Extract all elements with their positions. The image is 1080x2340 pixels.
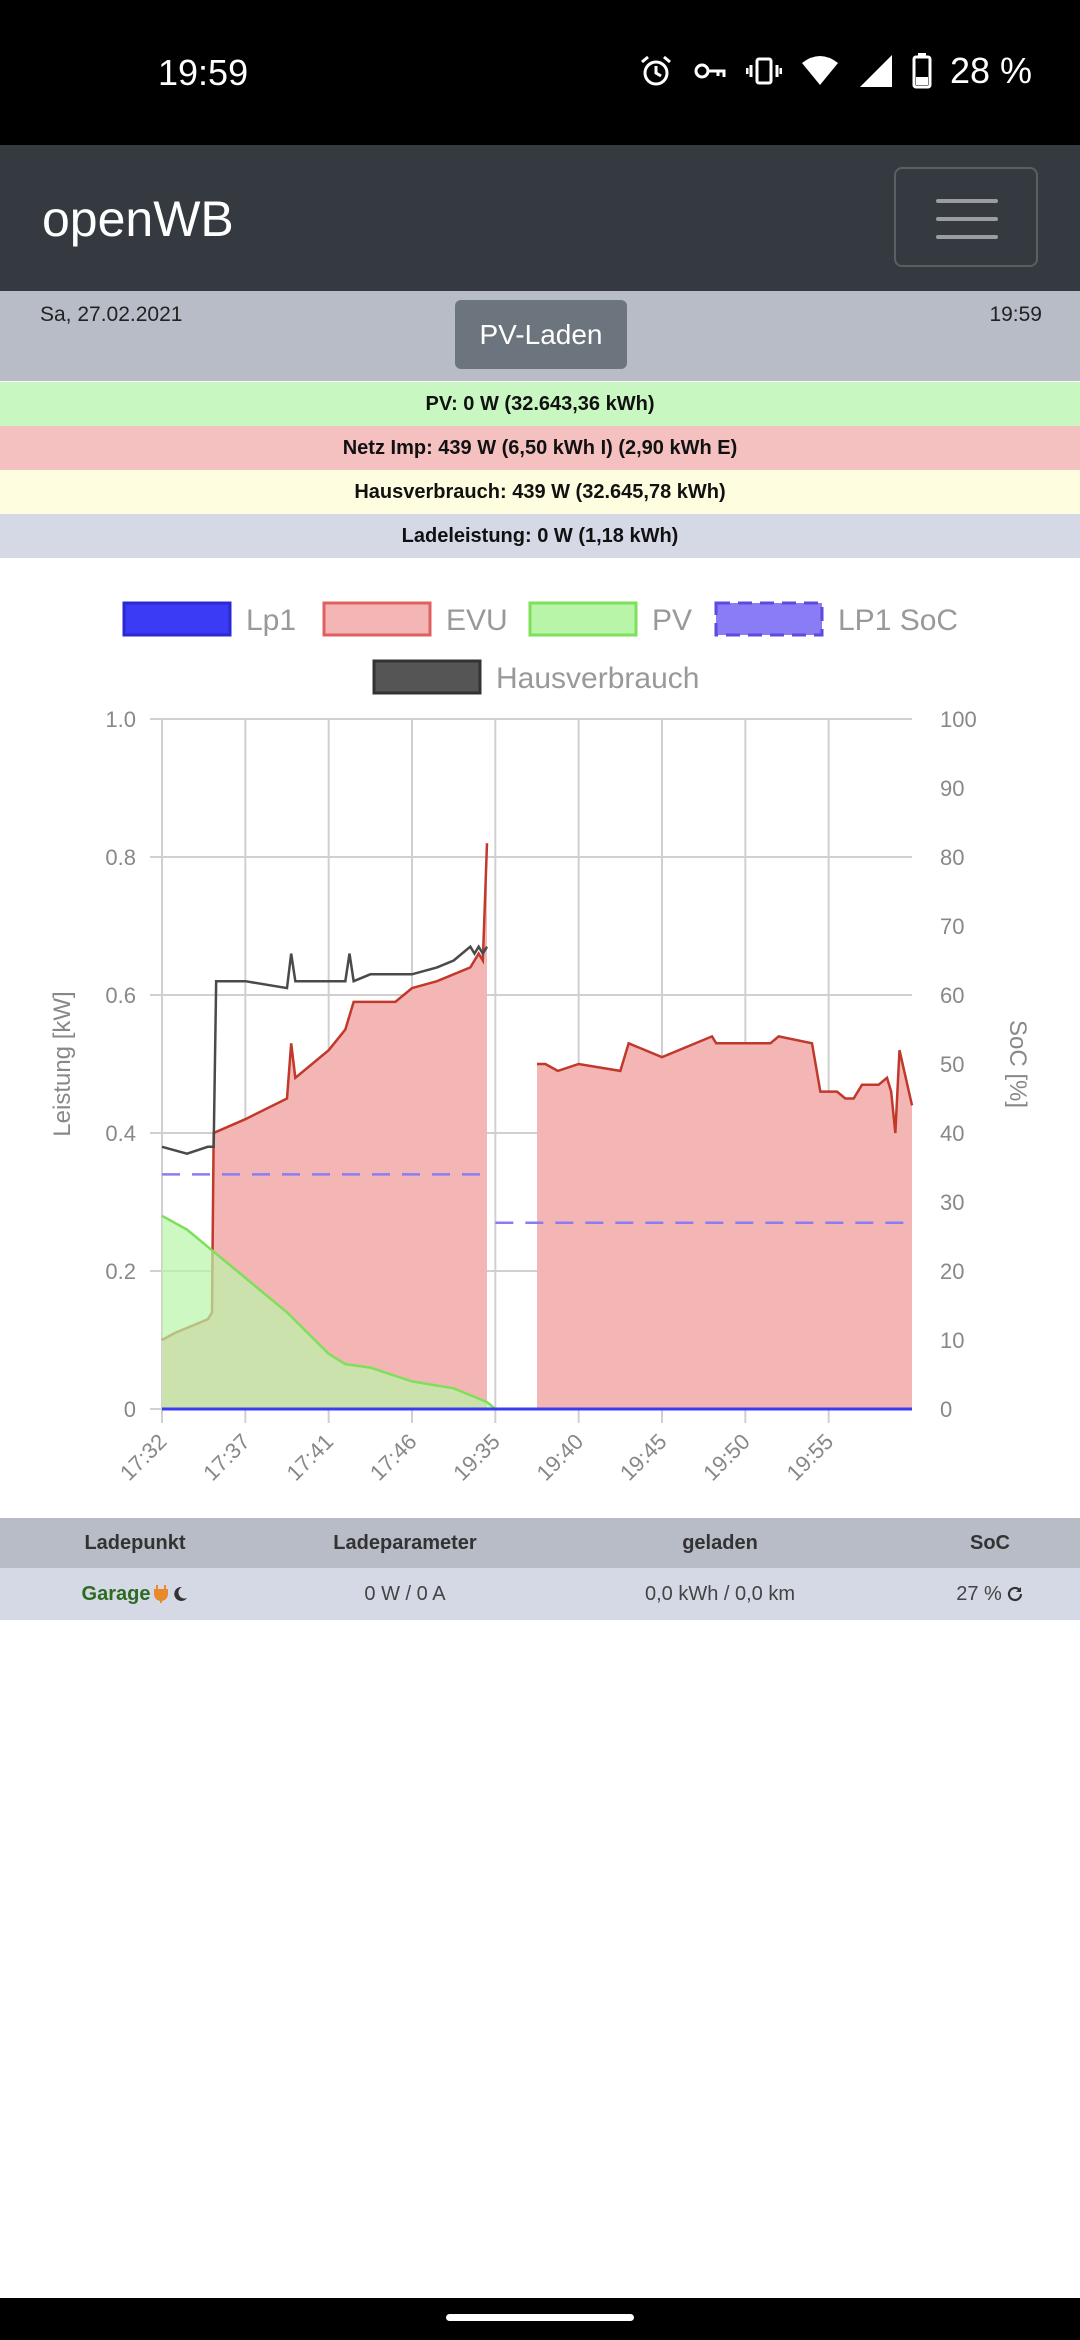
soc-value: 27 % — [956, 1582, 1002, 1605]
x-tick-label: 19:55 — [782, 1429, 839, 1486]
charge-mode-button[interactable]: PV-Laden — [455, 300, 627, 369]
wifi-icon — [801, 56, 838, 85]
evu-area — [537, 1036, 912, 1409]
legend-swatch — [122, 601, 232, 637]
legend-label: PV — [652, 604, 692, 637]
y-tick-right: 0 — [940, 1397, 952, 1422]
chargepoint-name: Garage — [81, 1582, 151, 1605]
power-chart: 0 0.2 0.4 0.6 0.8 1.0 0 10 20 30 40 50 60 70 80 90 100 17… — [0, 558, 1080, 1518]
legend-label: Hausverbrauch — [496, 662, 699, 695]
y-tick-right: 100 — [940, 707, 977, 732]
x-tick-label: 17:46 — [365, 1429, 422, 1486]
charged-cell: 0,0 kWh / 0,0 km — [644, 1582, 796, 1605]
y-tick-right: 30 — [940, 1190, 964, 1215]
hausverbrauch-line — [161, 944, 489, 1156]
info-bar: Sa, 27.02.2021 PV-Laden 19:59 — [0, 291, 1080, 381]
current-date: Sa, 27.02.2021 — [40, 303, 183, 326]
evu-area — [162, 843, 487, 1409]
home-handle[interactable] — [446, 2314, 634, 2321]
legend-swatch — [322, 601, 432, 637]
y-tick-right: 70 — [940, 914, 964, 939]
x-tick-label: 17:41 — [282, 1429, 339, 1486]
status-bar: 19:59 28 % — [0, 0, 1080, 145]
brand-title[interactable]: openWB — [42, 191, 234, 247]
x-tick-label: 19:50 — [698, 1429, 755, 1486]
key-icon — [694, 63, 726, 79]
y-tick-left: 0 — [124, 1397, 136, 1422]
y-tick-right: 60 — [940, 983, 964, 1008]
col-header-ladepunkt: Ladepunkt — [84, 1531, 186, 1554]
pv-area — [162, 1215, 496, 1409]
refresh-icon[interactable] — [1006, 1585, 1024, 1603]
y-tick-left: 0.2 — [105, 1259, 136, 1284]
y-tick-left: 0.6 — [105, 983, 136, 1008]
legend-swatch — [372, 659, 482, 695]
y-tick-right: 80 — [940, 845, 964, 870]
alarm-icon — [640, 55, 671, 86]
summary-charging: Ladeleistung: 0 W (1,18 kWh) — [0, 514, 1080, 558]
col-header-geladen: geladen — [682, 1531, 758, 1554]
y-tick-left: 0.8 — [105, 845, 136, 870]
table-header: Ladepunkt Ladeparameter geladen SoC — [0, 1518, 1080, 1568]
x-tick-label: 19:35 — [448, 1429, 505, 1486]
summary-grid: Netz Imp: 439 W (6,50 kWh I) (2,90 kWh E… — [0, 426, 1080, 470]
moon-icon — [174, 1586, 188, 1601]
y-tick-right: 20 — [940, 1259, 964, 1284]
table-row[interactable]: Garage 0 W / 0 A 0,0 kWh / 0,0 km 27 % — [0, 1568, 1080, 1620]
summary-pv: PV: 0 W (32.643,36 kWh) — [0, 382, 1080, 426]
current-time: 19:59 — [989, 303, 1042, 326]
navigation-bar — [0, 2298, 1080, 2340]
summary-house: Hausverbrauch: 439 W (32.645,78 kWh) — [0, 470, 1080, 514]
signal-icon — [859, 55, 892, 87]
status-time: 19:59 — [158, 52, 249, 93]
y-tick-right: 10 — [940, 1328, 964, 1353]
legend-label: EVU — [446, 604, 508, 637]
y-tick-left: 1.0 — [105, 707, 136, 732]
y-axis-title-right: SoC [%] — [1004, 1020, 1031, 1108]
x-tick-label: 17:32 — [115, 1429, 172, 1486]
y-axis-title-left: Leistung [kW] — [49, 991, 76, 1136]
legend-label: Lp1 — [246, 604, 296, 637]
x-tick-label: 19:45 — [615, 1429, 672, 1486]
evu-line — [537, 1034, 914, 1134]
navbar: openWB — [0, 145, 1080, 291]
plug-icon — [154, 1585, 169, 1603]
chargepoint-cell[interactable]: Garage — [0, 1568, 270, 1620]
pv-line — [161, 1214, 497, 1410]
chart-svg: 0 0.2 0.4 0.6 0.8 1.0 0 10 20 30 40 50 60 70 80 90 100 17… — [49, 601, 1031, 1486]
y-tick-right: 90 — [940, 776, 964, 801]
x-tick-label: 17:37 — [198, 1429, 255, 1486]
vibrate-icon — [745, 57, 782, 85]
soc-cell[interactable]: 27 % — [900, 1568, 1080, 1620]
charge-params-cell: 0 W / 0 A — [364, 1582, 446, 1605]
col-header-ladeparameter: Ladeparameter — [333, 1531, 477, 1554]
y-tick-right: 40 — [940, 1121, 964, 1146]
y-tick-right: 50 — [940, 1052, 964, 1077]
menu-toggle-button[interactable] — [894, 167, 1038, 267]
legend-swatch — [714, 601, 824, 637]
status-icons: 28 % — [638, 50, 1032, 92]
legend-swatch — [528, 601, 638, 637]
hamburger-icon — [936, 199, 998, 203]
legend-label: LP1 SoC — [838, 604, 958, 637]
y-tick-left: 0.4 — [105, 1121, 136, 1146]
battery-percent: 28 % — [949, 50, 1032, 91]
col-header-soc: SoC — [970, 1531, 1010, 1554]
x-tick-label: 19:40 — [532, 1429, 589, 1486]
battery-icon — [912, 53, 932, 89]
